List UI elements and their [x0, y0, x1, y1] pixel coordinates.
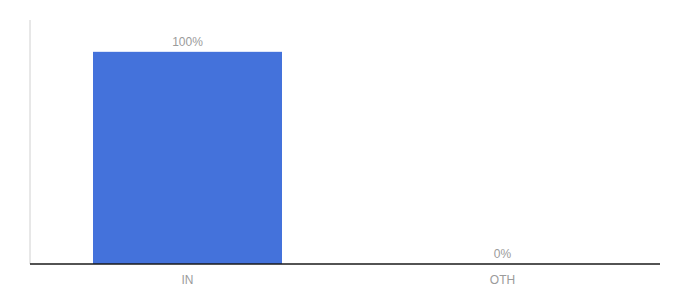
- x-axis-line: [30, 263, 660, 265]
- x-tick-label: OTH: [490, 273, 515, 287]
- bars: [93, 52, 282, 264]
- bar: [93, 52, 282, 264]
- data-label: 100%: [172, 35, 203, 49]
- data-label: 0%: [494, 247, 512, 261]
- x-tick-label: IN: [182, 273, 194, 287]
- y-axis-line: [30, 20, 31, 264]
- chart-container: 100% 0% IN OTH: [0, 0, 680, 300]
- chart: 100% 0% IN OTH: [0, 0, 680, 300]
